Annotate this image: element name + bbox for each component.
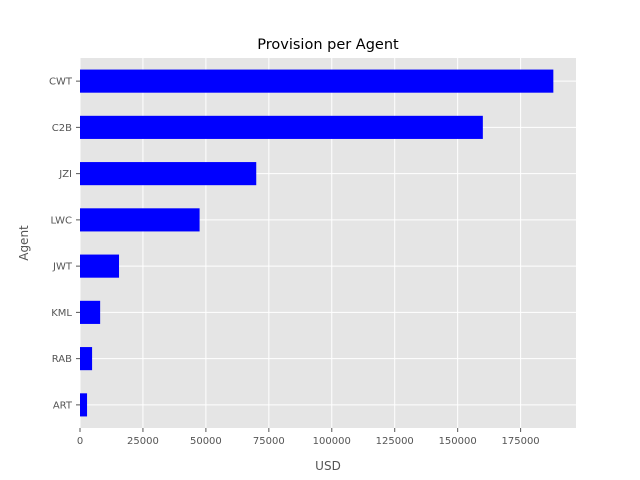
bar-jzi — [80, 162, 257, 186]
x-axis-label: USD — [315, 459, 341, 473]
y-tick-label: LWC — [50, 215, 72, 226]
y-tick-label: C2B — [52, 123, 72, 134]
bar-cwt — [80, 69, 554, 93]
bar-jwt — [80, 254, 120, 278]
y-tick-label: RAB — [52, 354, 72, 365]
y-axis-label: Agent — [17, 225, 31, 261]
x-tick-label: 175000 — [502, 436, 540, 447]
x-tick-label: 0 — [77, 436, 83, 447]
bar-lwc — [80, 208, 200, 232]
x-tick-label: 150000 — [439, 436, 477, 447]
x-tick-labels: 0 25000 50000 75000 100000 125000 150000 175000 — [77, 428, 540, 447]
y-tick-label: JZI — [58, 169, 72, 180]
x-tick-label: 75000 — [253, 436, 285, 447]
y-tick-labels: CWT C2B JZI LWC JWT KML RAB ART — [49, 77, 80, 411]
y-tick-label: ART — [53, 400, 73, 411]
y-tick-label: CWT — [49, 77, 73, 88]
plot-area — [80, 58, 576, 428]
x-tick-label: 100000 — [313, 436, 351, 447]
x-tick-label: 125000 — [376, 436, 414, 447]
bar-c2b — [80, 115, 483, 139]
x-tick-label: 25000 — [127, 436, 159, 447]
bar-art — [80, 393, 88, 417]
y-tick-label: JWT — [52, 262, 73, 273]
y-tick-label: KML — [51, 308, 72, 319]
x-tick-label: 50000 — [190, 436, 222, 447]
chart-title: Provision per Agent — [257, 37, 399, 53]
bars — [80, 69, 554, 417]
bar-kml — [80, 300, 101, 324]
bar-rab — [80, 347, 93, 371]
